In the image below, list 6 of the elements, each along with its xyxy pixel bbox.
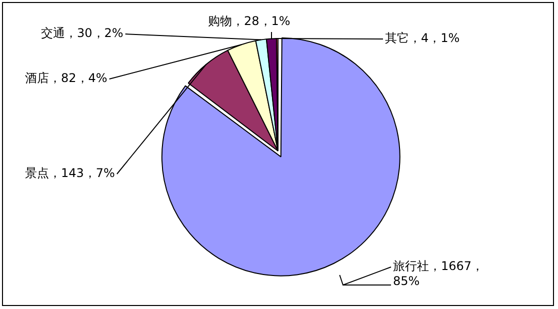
slice-label: 其它，4，1%	[385, 31, 460, 46]
slice-label: 旅行社，1667，85%	[393, 259, 484, 288]
slice-label: 购物，28，1%	[208, 14, 290, 28]
slice-label: 酒店，82，4%	[25, 71, 108, 86]
slice-label: 交通，30，2%	[41, 26, 124, 40]
slice-label: 景点，143，7%	[25, 166, 115, 180]
